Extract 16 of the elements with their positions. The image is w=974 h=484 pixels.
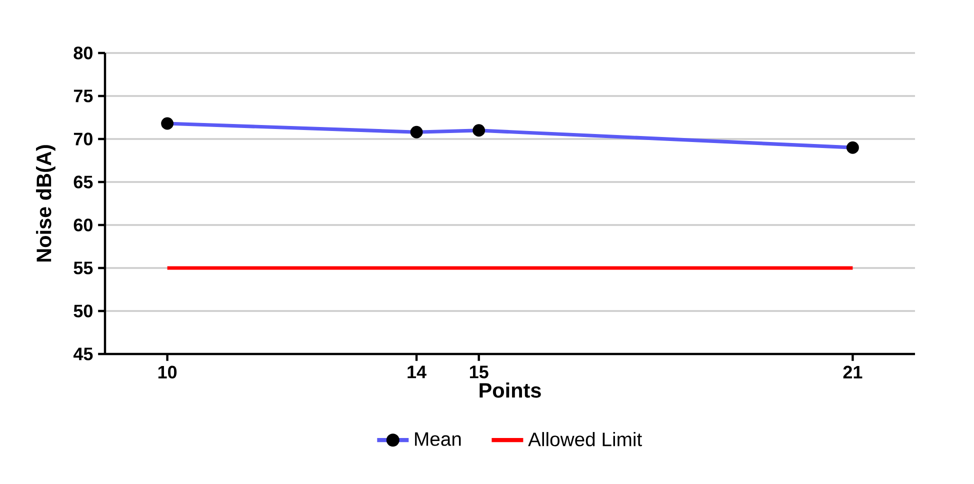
x-tick-label: 21 <box>843 366 862 378</box>
x-tick-label: 14 <box>408 366 426 378</box>
y-tick-label: 75 <box>74 90 93 102</box>
y-tick-label: 50 <box>74 304 92 318</box>
y-tick-label: 80 <box>74 46 92 60</box>
y-tick-label: 55 <box>74 262 93 274</box>
y-tick-label: 60 <box>74 218 92 232</box>
legend-label: Mean <box>415 432 461 446</box>
y-tick-label: 70 <box>74 132 92 146</box>
y-tick-label: 45 <box>73 348 93 360</box>
y-tick-label: 65 <box>74 176 93 188</box>
x-tick-label: 15 <box>470 366 488 378</box>
x-tick-label: 10 <box>158 366 177 379</box>
y-axis-title: Noise dB(A) <box>36 145 56 262</box>
x-axis-title: Points <box>480 382 541 398</box>
legend-label: Allowed Limit <box>528 432 642 446</box>
